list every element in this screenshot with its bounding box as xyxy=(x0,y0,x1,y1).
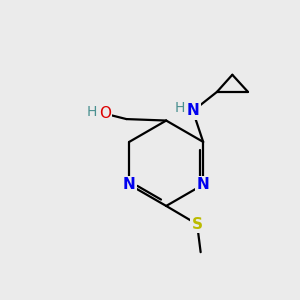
Text: S: S xyxy=(192,217,203,232)
Text: N: N xyxy=(197,177,209,192)
Text: N: N xyxy=(123,177,136,192)
Text: H: H xyxy=(87,105,97,119)
Text: H: H xyxy=(174,101,185,115)
Text: O: O xyxy=(99,106,111,121)
Text: N: N xyxy=(187,103,199,118)
